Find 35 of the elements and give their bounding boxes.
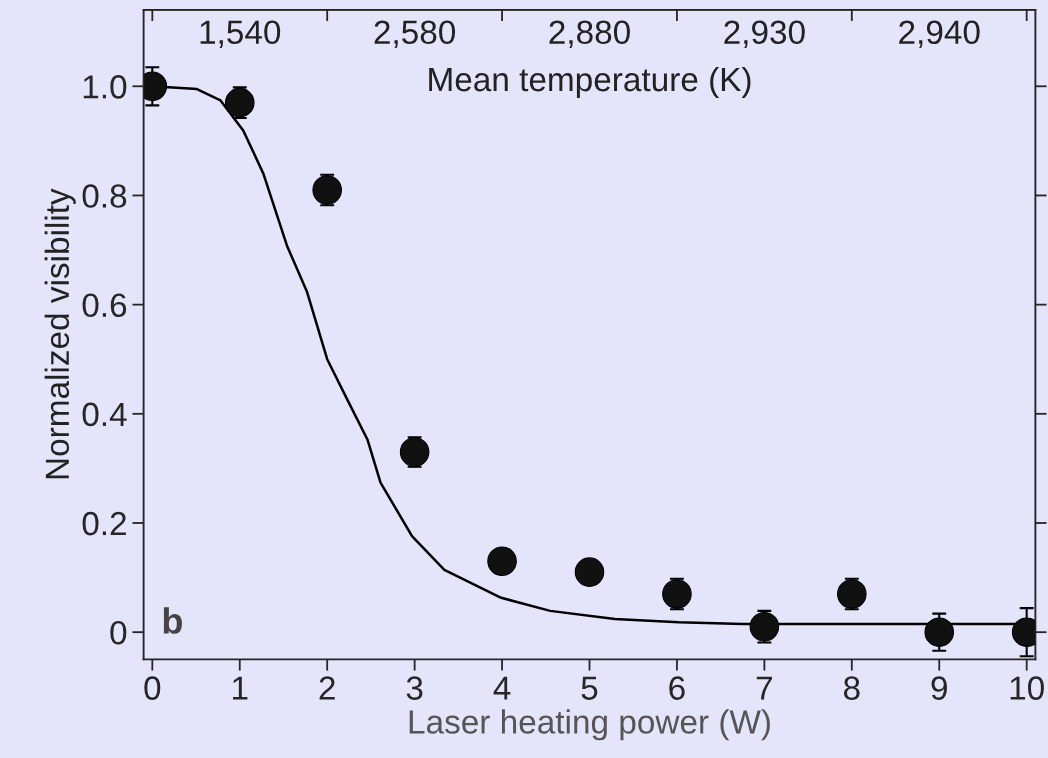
point bbox=[574, 557, 605, 587]
x-tick-label: 5 bbox=[581, 676, 598, 700]
x2-axis-title: Mean temperature (K) bbox=[429, 66, 751, 98]
x-tick-label: 6 bbox=[669, 676, 685, 700]
y-tick-label: 0.6 bbox=[82, 293, 127, 318]
annotation: 2,580 bbox=[374, 20, 456, 49]
x-tick-label: 3 bbox=[406, 676, 423, 700]
x-tick-label: 8 bbox=[843, 676, 860, 700]
y-axis-title: Normalized visibility bbox=[44, 188, 76, 479]
x-axis-title: Laser heating power (W) bbox=[409, 709, 770, 741]
y-tick-label: 1.0 bbox=[83, 75, 127, 99]
x-tick-label: 7 bbox=[756, 676, 772, 700]
x-tick-label: 1 bbox=[233, 676, 248, 700]
y-tick-label: 0 bbox=[110, 620, 127, 645]
y-tick-label: 0.2 bbox=[82, 511, 126, 536]
point bbox=[224, 87, 255, 118]
annotation: 2,940 bbox=[899, 20, 980, 49]
point bbox=[662, 579, 692, 609]
x-tick-label: 9 bbox=[931, 676, 947, 700]
annotation: 2,880 bbox=[549, 20, 630, 49]
point bbox=[399, 437, 430, 467]
point bbox=[749, 611, 780, 642]
point bbox=[924, 617, 955, 647]
x-tick-label: 0 bbox=[144, 676, 161, 700]
point bbox=[837, 579, 867, 609]
annotation: b bbox=[163, 607, 182, 634]
annotation: 2,930 bbox=[724, 20, 805, 49]
y-tick-label: 0.8 bbox=[82, 184, 127, 208]
x-tick-label: 2 bbox=[319, 676, 335, 700]
y-tick-label: 0.4 bbox=[82, 402, 127, 427]
x-tick-label: 4 bbox=[493, 676, 511, 700]
point bbox=[312, 175, 342, 205]
point bbox=[487, 546, 517, 576]
x-tick-label: 10 bbox=[1010, 676, 1044, 700]
annotation: 1,540 bbox=[200, 20, 281, 49]
